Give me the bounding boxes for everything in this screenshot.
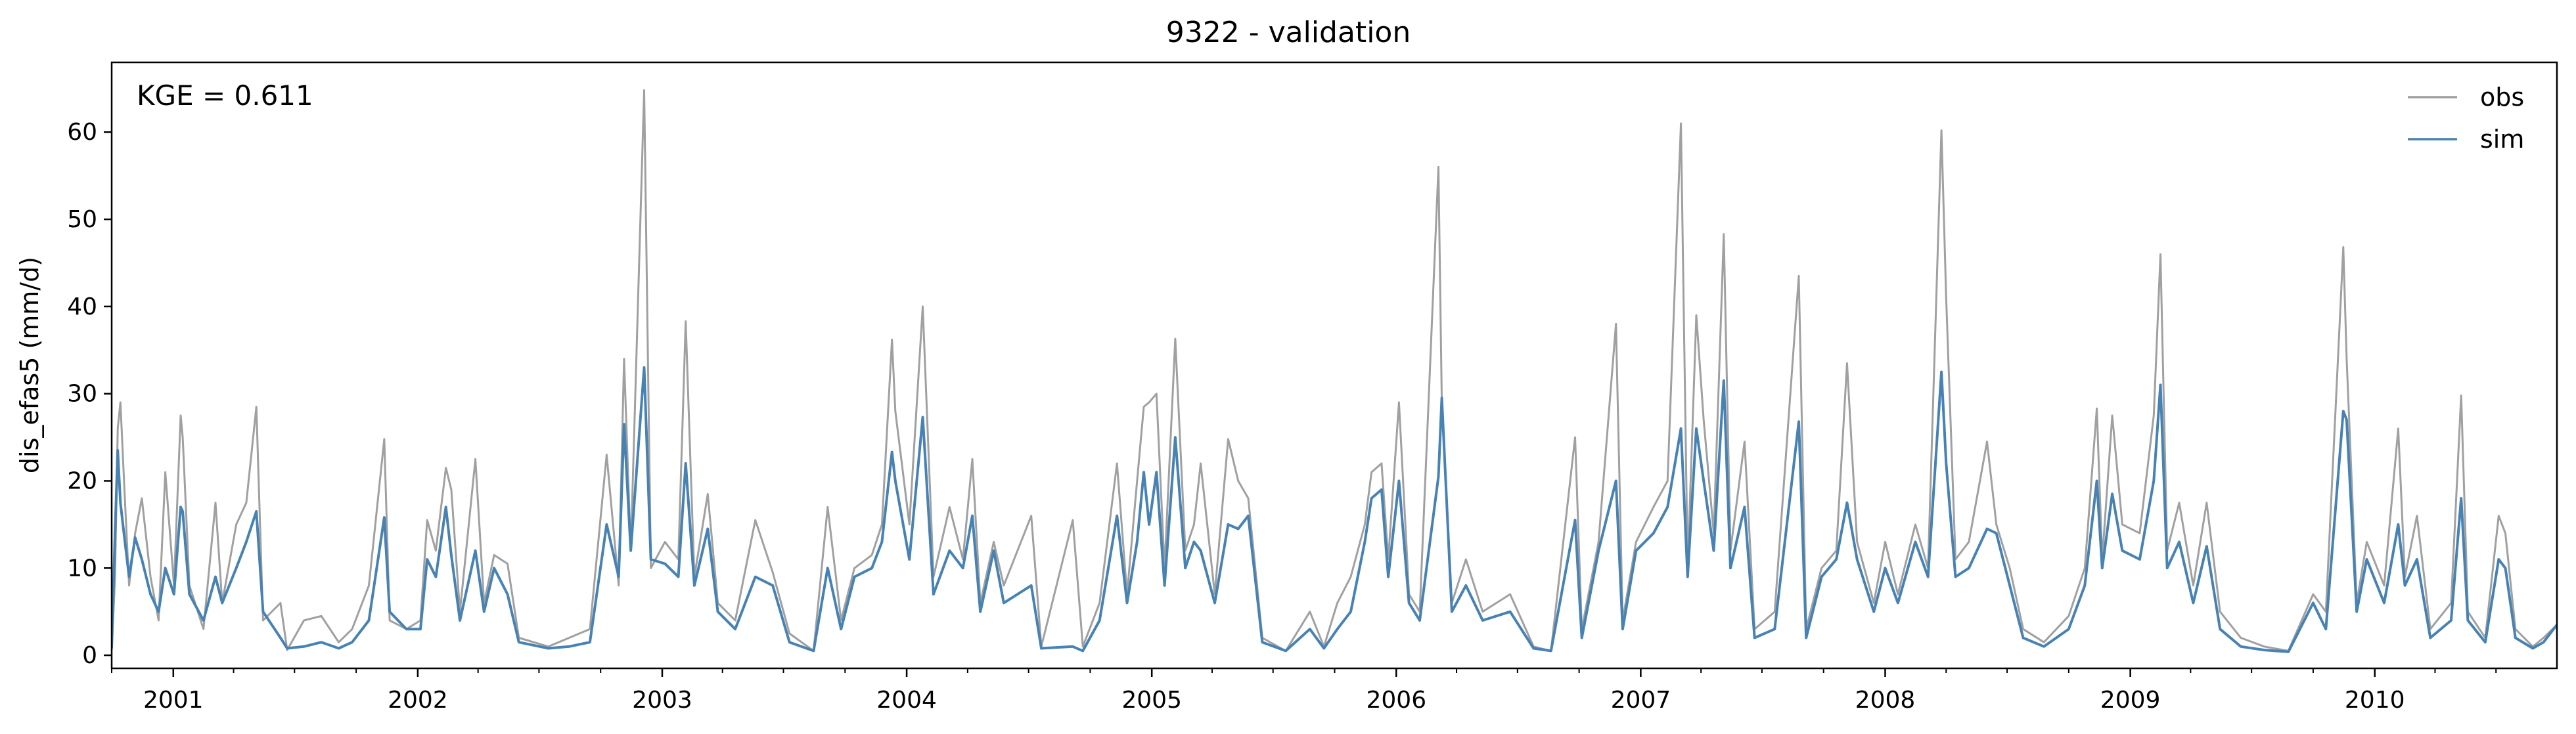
- x-tick-label: 2006: [1366, 687, 1426, 714]
- chart-title: 9322 - validation: [1166, 16, 1411, 49]
- x-tick-label: 2007: [1611, 687, 1671, 714]
- plot-area: [112, 62, 2557, 668]
- obs-series-layer: [112, 89, 2557, 652]
- y-axis-label: dis_efas5 (mm/d): [15, 257, 44, 473]
- legend-sim-label: sim: [2480, 125, 2524, 154]
- kge-annotation: KGE = 0.611: [137, 79, 313, 112]
- y-axis: 0 10 20 30 40 50 60: [67, 119, 112, 669]
- x-tick-label: 2005: [1121, 687, 1182, 714]
- y-tick-label: 40: [67, 293, 97, 320]
- y-tick-label: 10: [67, 555, 97, 582]
- x-tick-label: 2010: [2345, 687, 2405, 714]
- legend: obs sim: [2408, 83, 2524, 154]
- x-tick-label: 2003: [632, 687, 692, 714]
- y-tick-label: 50: [67, 206, 97, 233]
- obs-series-line: [112, 89, 2557, 652]
- y-tick-label: 30: [67, 381, 97, 408]
- y-tick-label: 0: [82, 642, 97, 669]
- sim-series-layer: [112, 366, 2557, 653]
- x-tick-label: 2009: [2100, 687, 2161, 714]
- x-tick-label: 2004: [876, 687, 937, 714]
- legend-obs-label: obs: [2480, 83, 2524, 112]
- sim-series-line: [112, 366, 2557, 653]
- x-tick-label: 2008: [1855, 687, 1916, 714]
- x-tick-label: 2001: [143, 687, 204, 714]
- y-tick-label: 60: [67, 119, 97, 146]
- x-axis: 2001 2002 2003 2004 2005 2006 2007 2008 2009 2010: [111, 668, 2497, 714]
- x-tick-label: 2002: [388, 687, 448, 714]
- y-tick-label: 20: [67, 467, 97, 494]
